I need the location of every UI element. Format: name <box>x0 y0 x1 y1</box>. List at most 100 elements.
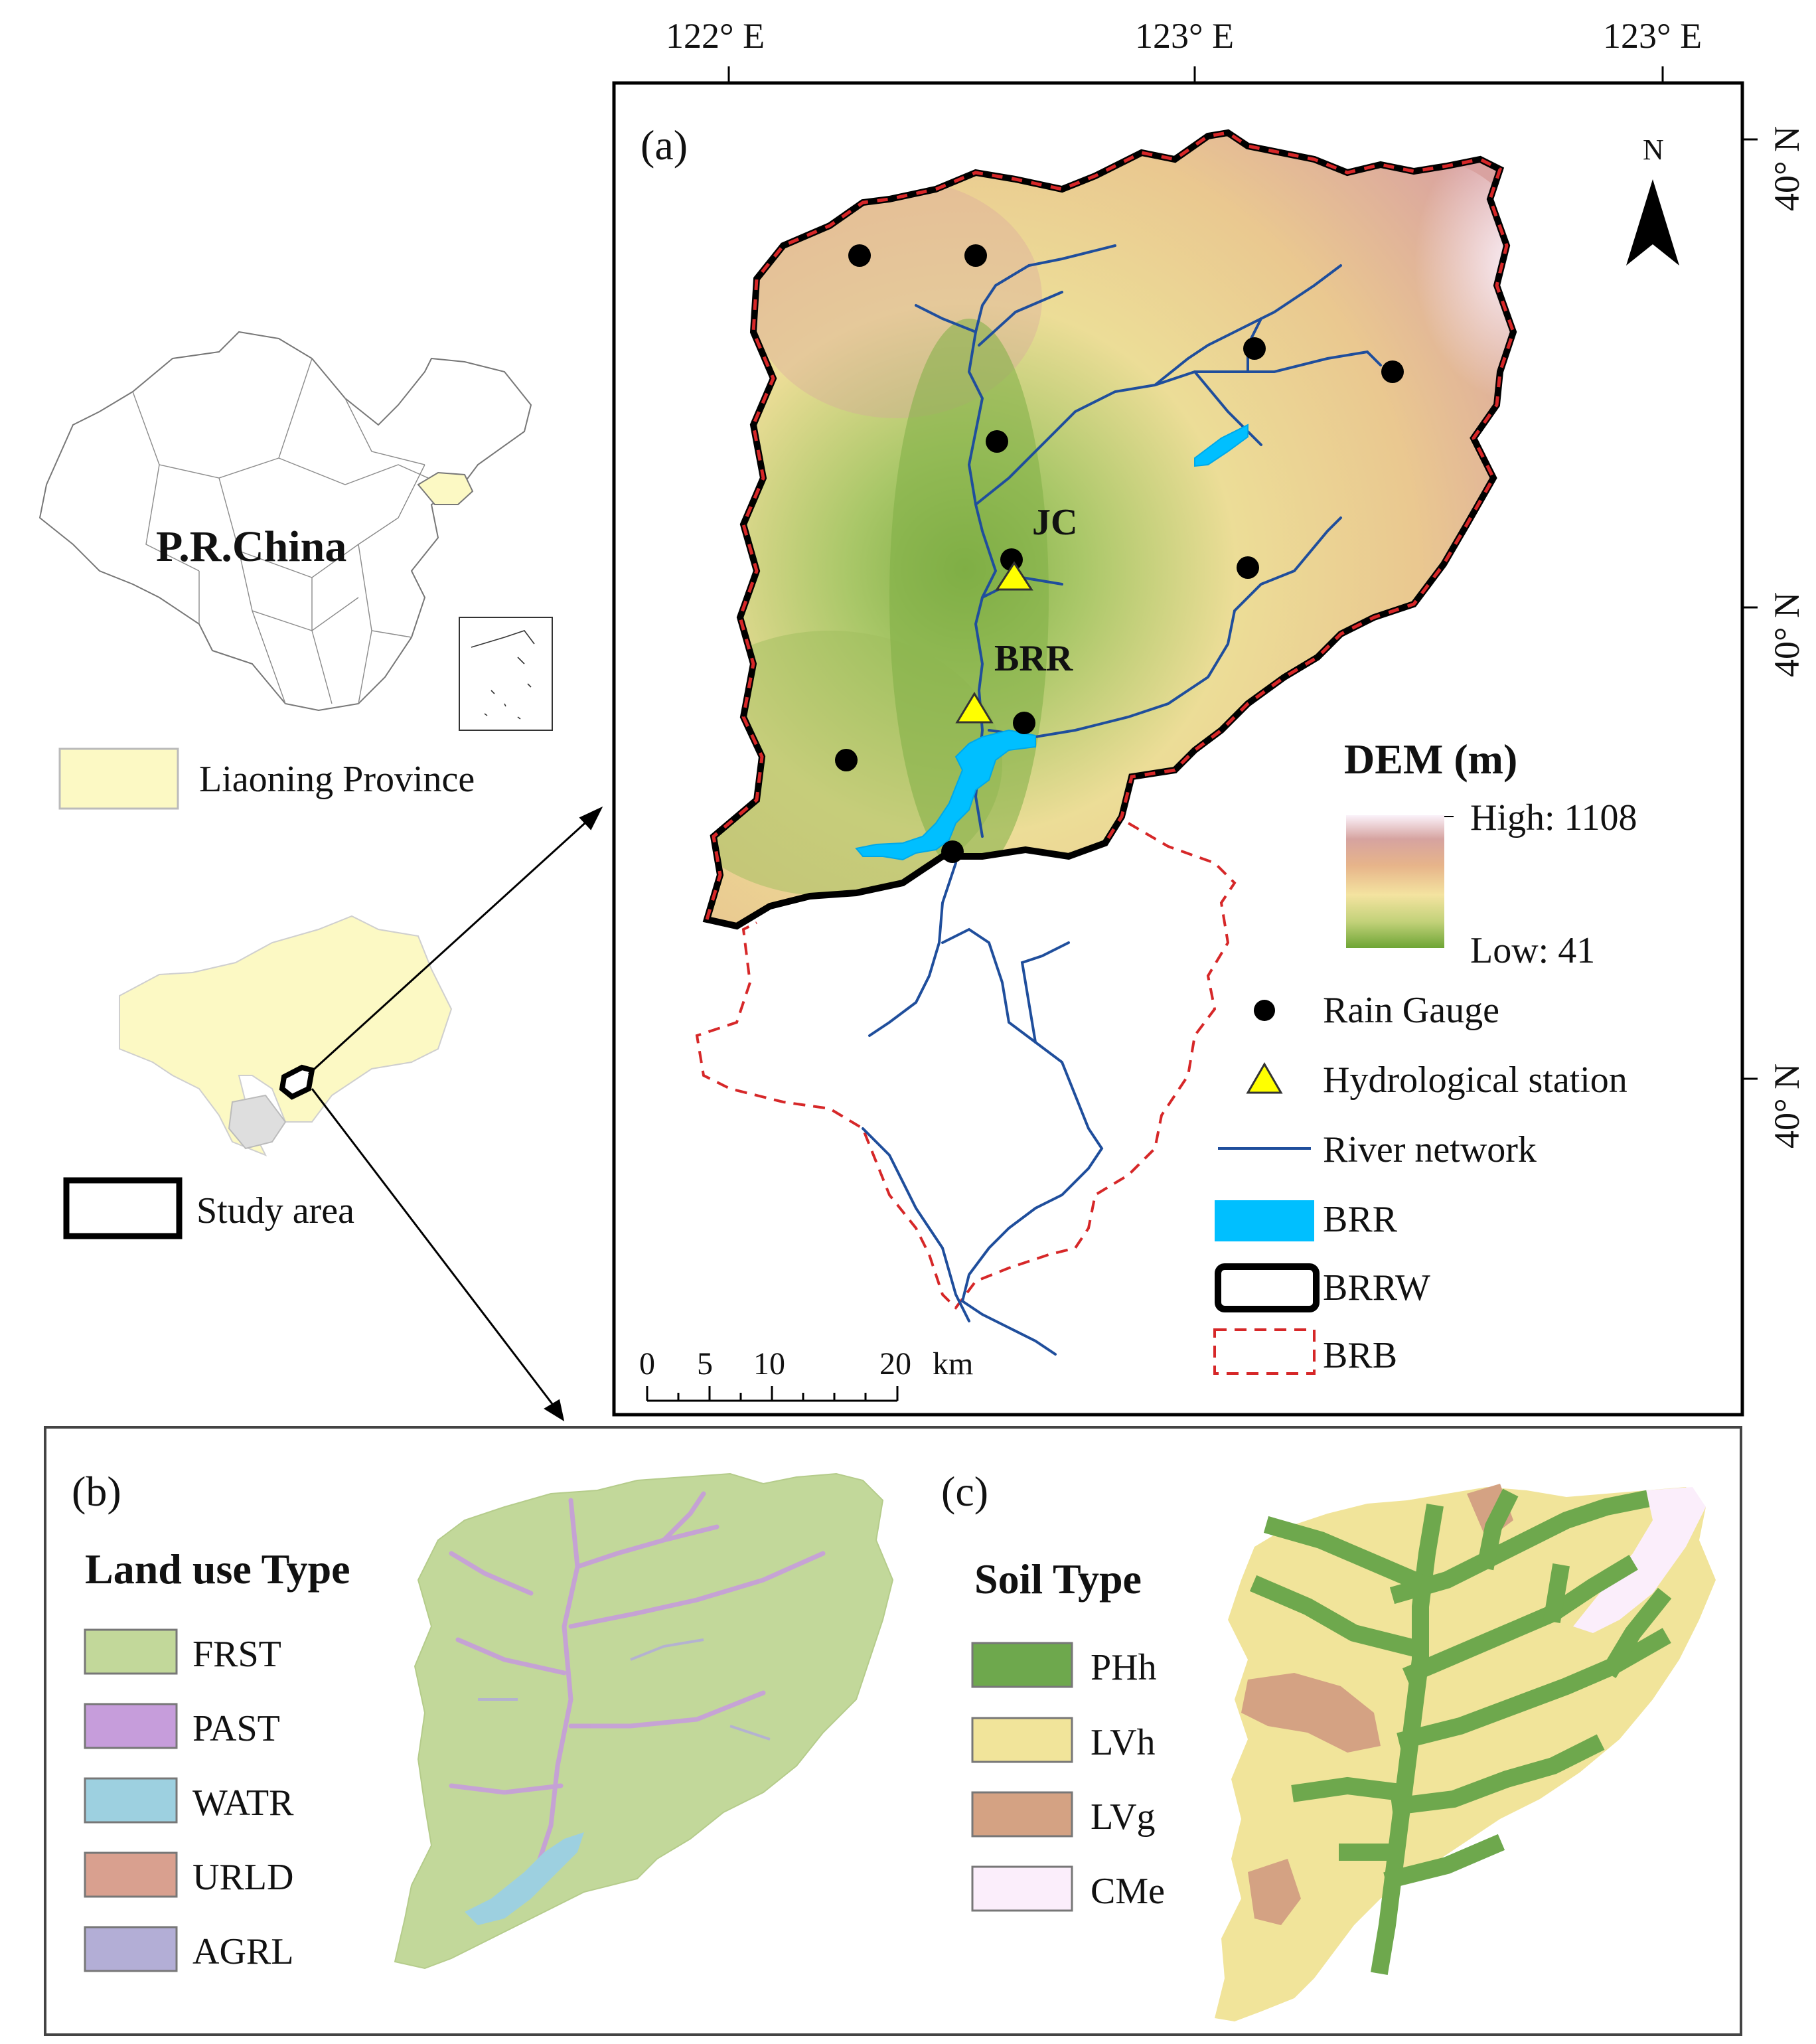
province-legend: Liaoning Province <box>58 747 475 810</box>
rain-gauge-marker <box>1381 360 1404 383</box>
landuse-label: URLD <box>192 1857 293 1898</box>
landuse-label: PAST <box>192 1708 280 1749</box>
panel-b: (b) Land use Type FRST PAST WATR URLD AG… <box>72 1468 894 1972</box>
brrw-boundary-dash <box>705 131 1515 920</box>
study-area-legend-swatch <box>63 1177 183 1239</box>
brr-reservoir <box>855 424 1248 861</box>
rain-gauge-marker <box>1000 548 1023 571</box>
soil-label: CMe <box>1091 1871 1165 1912</box>
hydro-stations <box>955 561 1033 724</box>
scalebar-tick-label: 0 <box>639 1346 655 1381</box>
rain-gauge-marker <box>986 430 1008 453</box>
liaoning-map <box>119 915 453 1156</box>
soil-swatch-lvh <box>971 1717 1073 1763</box>
landuse-swatch-agrl <box>84 1926 178 1972</box>
china-label: P.R.China <box>156 522 346 571</box>
rain-gauges <box>835 244 1404 863</box>
scalebar-unit: km <box>933 1346 973 1381</box>
panel-a-tag: (a) <box>641 121 688 169</box>
study-area-legend: Study area <box>63 1177 354 1239</box>
lon-tick-label: 122° E <box>666 16 765 56</box>
soil-swatch-cme <box>971 1865 1073 1912</box>
scalebar-tick-label: 5 <box>697 1346 713 1381</box>
dem-legend-low: Low: 41 <box>1470 930 1595 971</box>
province-legend-swatch <box>58 747 179 810</box>
lon-ticks <box>727 66 1664 83</box>
rain-gauge-marker <box>835 749 858 771</box>
lat-ticks <box>1742 138 1758 1080</box>
study-area-legend-label: Study area <box>196 1190 354 1231</box>
lat-tick-label: 40° N <box>1767 592 1807 677</box>
north-arrow-icon: N <box>1626 133 1679 266</box>
rain-gauge-marker <box>1013 712 1035 734</box>
soil-swatch-lvg <box>971 1791 1073 1838</box>
panel-c-title: Soil Type <box>974 1555 1142 1603</box>
hydro-station-jc <box>995 561 1033 591</box>
china-outline <box>38 331 532 712</box>
soil-label: PHh <box>1091 1647 1157 1688</box>
china-overview-map: P.R.China <box>38 331 553 731</box>
arrow-to-panel-a <box>307 817 592 1075</box>
dem-gradient-bar <box>1346 815 1444 948</box>
arrowhead-panel-b <box>544 1399 565 1422</box>
arrow-to-panel-b <box>311 1088 556 1408</box>
hydro-station-brr <box>955 692 994 724</box>
china-provinces <box>132 358 459 704</box>
dem-legend-high: High: 1108 <box>1470 797 1637 838</box>
scalebar-tick-label: 10 <box>753 1346 785 1381</box>
connector-arrows <box>307 806 603 1422</box>
landuse-swatch-watr <box>84 1777 178 1824</box>
soil-swatch-phh <box>971 1642 1073 1688</box>
rain-gauge-marker <box>964 244 987 267</box>
lat-tick-label: 40° N <box>1767 126 1807 211</box>
arrowhead-panel-a <box>579 806 603 830</box>
landuse-label: AGRL <box>192 1931 293 1972</box>
panel-c: (c) Soil Type PHh LVh LVg CMe <box>941 1468 1716 2021</box>
legend-brr-icon <box>1215 1200 1314 1241</box>
soil-label: LVg <box>1091 1796 1156 1838</box>
rain-gauge-marker <box>1243 337 1266 360</box>
dem-legend-title: DEM (m) <box>1344 736 1517 783</box>
liaoning-on-china <box>417 471 474 505</box>
legend-hydro-station-icon <box>1246 1062 1283 1094</box>
landuse-label: WATR <box>192 1782 294 1824</box>
legend-rain-gauge-icon <box>1254 1000 1275 1021</box>
station-label-jc: JC <box>1032 502 1077 543</box>
panel-b-tag: (b) <box>72 1468 121 1515</box>
soil-label: LVh <box>1091 1722 1156 1763</box>
soil-map <box>1215 1484 1716 2021</box>
brb-boundary <box>695 822 1237 1310</box>
landuse-swatch-urld <box>84 1851 178 1898</box>
lon-tick-label: 123° E <box>1135 16 1234 56</box>
panel-b-title: Land use Type <box>85 1545 350 1593</box>
panel-c-tag: (c) <box>941 1468 988 1515</box>
rain-gauge-marker <box>941 840 964 863</box>
soil-lvg-patch <box>1241 1673 1381 1753</box>
rain-gauge-marker <box>848 244 871 267</box>
legend-brrw-icon <box>1215 1263 1320 1312</box>
province-legend-label: Liaoning Province <box>199 759 475 800</box>
landuse-swatch-frst <box>84 1628 178 1675</box>
legend-rain-gauge-label: Rain Gauge <box>1323 990 1499 1031</box>
legend-river-label: River network <box>1323 1129 1537 1170</box>
station-label-brr: BRR <box>994 638 1073 679</box>
liaoning-peninsula-tip <box>228 1094 287 1150</box>
soil-cme-patch <box>1573 1487 1706 1633</box>
landuse-map <box>394 1472 894 1970</box>
landuse-swatch-past <box>84 1703 178 1749</box>
rain-gauge-marker <box>1237 556 1259 579</box>
panel-a: 122° E 123° E 123° E 40° N 40° N 40° N (… <box>612 16 1807 1417</box>
legend-brb-icon <box>1213 1328 1316 1375</box>
north-label: N <box>1643 133 1664 166</box>
lat-tick-label: 40° N <box>1767 1063 1807 1148</box>
study-area-outline <box>279 1064 315 1100</box>
soil-lvg-patch <box>1248 1859 1301 1925</box>
lon-tick-label: 123° E <box>1603 16 1702 56</box>
scalebar-tick-label: 20 <box>879 1346 911 1381</box>
landuse-label: FRST <box>192 1634 281 1675</box>
landuse-water-body <box>465 1832 584 1925</box>
scale-bar: 0 5 10 20 km <box>639 1346 973 1402</box>
landuse-watershed-fill <box>394 1472 894 1970</box>
legend-brrw-label: BRRW <box>1323 1267 1430 1308</box>
